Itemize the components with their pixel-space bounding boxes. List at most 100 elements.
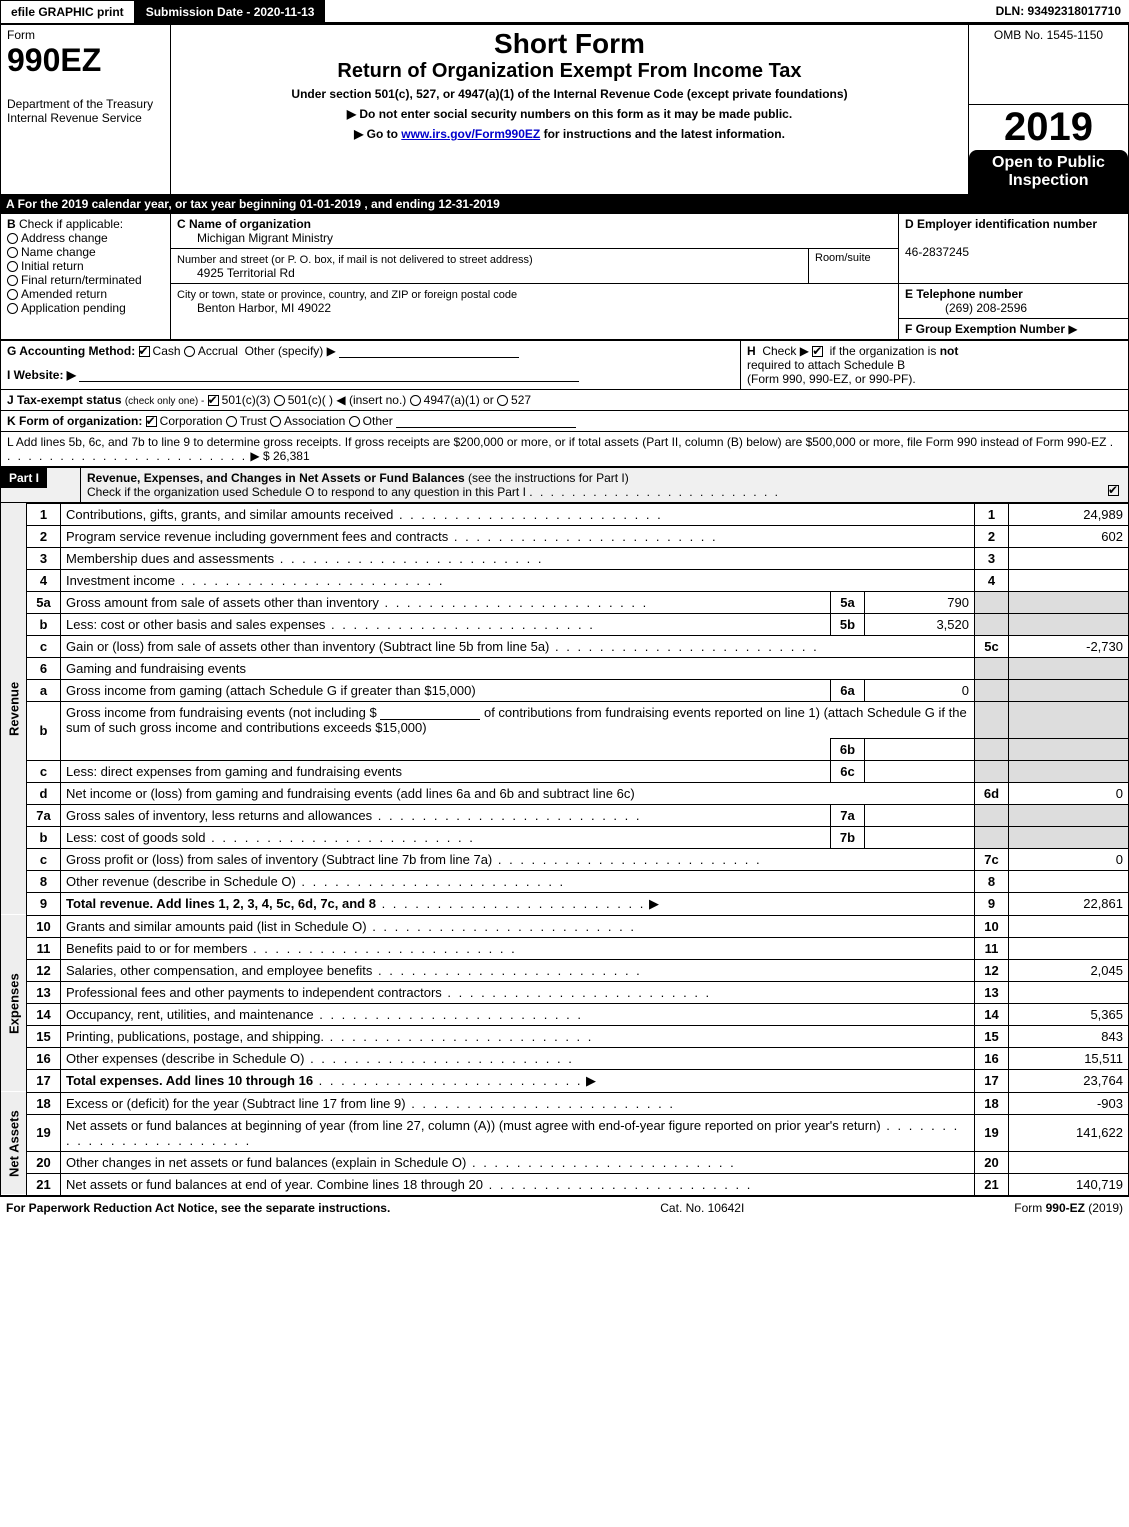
- city-label: City or town, state or province, country…: [177, 289, 517, 301]
- line-j-hint: (check only one) -: [125, 396, 204, 407]
- submission-date-button[interactable]: Submission Date - 2020-11-13: [135, 0, 326, 24]
- other-specify-input[interactable]: [339, 357, 519, 358]
- line-15-val: 843: [1009, 1025, 1129, 1047]
- website-input[interactable]: [79, 381, 579, 382]
- line-5a-greyval: [1009, 591, 1129, 613]
- line-h-text3: required to attach Schedule B: [747, 358, 905, 372]
- netassets-vertical-label: Net Assets: [1, 1092, 27, 1195]
- irs-link[interactable]: www.irs.gov/Form990EZ: [401, 127, 540, 141]
- line-5a-num: 5a: [27, 591, 61, 613]
- line-i-label: I Website: ▶: [7, 368, 76, 382]
- section-f-label: F Group Exemption Number: [905, 322, 1065, 336]
- expenses-vertical-label: Expenses: [1, 915, 27, 1092]
- trust-radio[interactable]: [226, 416, 237, 427]
- line-9-val: 22,861: [1009, 892, 1129, 915]
- line-18-desc: Excess or (deficit) for the year (Subtra…: [66, 1096, 406, 1111]
- sections-bcdef: B Check if applicable: Address change Na…: [0, 213, 1129, 340]
- line-6d-val: 0: [1009, 782, 1129, 804]
- opt-initial-return: Initial return: [21, 259, 84, 273]
- city-value: Benton Harbor, MI 49022: [177, 301, 331, 315]
- line-20-label: 20: [975, 1151, 1009, 1173]
- line-1-label: 1: [975, 503, 1009, 525]
- line-7b-sublabel: 7b: [831, 826, 865, 848]
- line-6b-desc1: Gross income from fundraising events (no…: [66, 705, 377, 720]
- section-e-label: E Telephone number: [905, 287, 1023, 301]
- section-c-label: C Name of organization: [177, 217, 311, 231]
- line-l-amount: $ 26,381: [263, 449, 310, 463]
- initial-return-radio[interactable]: [7, 261, 18, 272]
- efile-print-button[interactable]: efile GRAPHIC print: [0, 0, 135, 24]
- line-7b-greylabel: [975, 826, 1009, 848]
- line-6b-greyval2: [1009, 738, 1129, 760]
- ein-value: 46-2837245: [905, 245, 969, 259]
- arrow-icon: [354, 127, 367, 141]
- 501c3-label: 501(c)(3): [222, 393, 271, 407]
- line-21-val: 140,719: [1009, 1173, 1129, 1195]
- footer-left: For Paperwork Reduction Act Notice, see …: [6, 1201, 390, 1215]
- line-2-label: 2: [975, 525, 1009, 547]
- line-3-num: 3: [27, 547, 61, 569]
- part-i-check-line: Check if the organization used Schedule …: [87, 485, 526, 499]
- assoc-radio[interactable]: [270, 416, 281, 427]
- line-7a-greylabel: [975, 804, 1009, 826]
- line-19-desc: Net assets or fund balances at beginning…: [66, 1118, 881, 1133]
- line-16-num: 16: [27, 1047, 61, 1069]
- line-5c-desc: Gain or (loss) from sale of assets other…: [66, 639, 549, 654]
- addr-change-radio[interactable]: [7, 233, 18, 244]
- line-15-desc: Printing, publications, postage, and shi…: [66, 1029, 324, 1044]
- line-4-val: [1009, 569, 1129, 591]
- line-14-label: 14: [975, 1003, 1009, 1025]
- opt-app-pending: Application pending: [21, 301, 126, 315]
- 501c-radio[interactable]: [274, 395, 285, 406]
- lines-ghijkl: G Accounting Method: Cash Accrual Other …: [0, 340, 1129, 467]
- 4947-radio[interactable]: [410, 395, 421, 406]
- line-13-label: 13: [975, 981, 1009, 1003]
- tax-year: 2019: [969, 105, 1128, 150]
- revenue-vertical-label: Revenue: [1, 503, 27, 915]
- line-7b-subval: [865, 826, 975, 848]
- line-6-greyval: [1009, 657, 1129, 679]
- room-suite-label: Room/suite: [809, 248, 899, 283]
- line-10-label: 10: [975, 915, 1009, 937]
- line-20-val: [1009, 1151, 1129, 1173]
- sched-o-checkbox[interactable]: [1108, 485, 1119, 496]
- amended-return-radio[interactable]: [7, 289, 18, 300]
- final-return-radio[interactable]: [7, 275, 18, 286]
- page-footer: For Paperwork Reduction Act Notice, see …: [0, 1196, 1129, 1219]
- line-6d-desc: Net income or (loss) from gaming and fun…: [66, 786, 635, 801]
- line-6b-subval: [865, 738, 975, 760]
- name-change-radio[interactable]: [7, 247, 18, 258]
- line-12-num: 12: [27, 959, 61, 981]
- line-6b-num: b: [27, 701, 61, 760]
- dln-label: DLN: 93492318017710: [988, 0, 1129, 24]
- form-name: 990EZ: [7, 42, 164, 79]
- app-pending-radio[interactable]: [7, 303, 18, 314]
- line-5a-subval: 790: [865, 591, 975, 613]
- corp-label: Corporation: [160, 414, 223, 428]
- line-5a-sublabel: 5a: [831, 591, 865, 613]
- line-9-desc: Total revenue. Add lines 1, 2, 3, 4, 5c,…: [66, 896, 376, 911]
- accrual-radio[interactable]: [184, 346, 195, 357]
- cash-label: Cash: [153, 344, 181, 358]
- line-17-desc: Total expenses. Add lines 10 through 16: [66, 1073, 313, 1088]
- part-i-badge: Part I: [1, 468, 47, 488]
- line-6b-greylabel2: [975, 738, 1009, 760]
- sched-b-checkbox[interactable]: [812, 346, 823, 357]
- cash-checkbox[interactable]: [139, 346, 150, 357]
- other-org-radio[interactable]: [349, 416, 360, 427]
- line-7b-num: b: [27, 826, 61, 848]
- line-8-val: [1009, 870, 1129, 892]
- line-13-num: 13: [27, 981, 61, 1003]
- line-10-val: [1009, 915, 1129, 937]
- opt-name-change: Name change: [21, 245, 96, 259]
- line-11-desc: Benefits paid to or for members: [66, 941, 247, 956]
- 501c3-checkbox[interactable]: [208, 395, 219, 406]
- 527-radio[interactable]: [497, 395, 508, 406]
- line-7c-val: 0: [1009, 848, 1129, 870]
- line-1-desc: Contributions, gifts, grants, and simila…: [66, 507, 393, 522]
- line-20-num: 20: [27, 1151, 61, 1173]
- other-org-input[interactable]: [396, 427, 576, 428]
- line-5c-val: -2,730: [1009, 635, 1129, 657]
- return-title: Return of Organization Exempt From Incom…: [177, 60, 962, 83]
- corp-checkbox[interactable]: [146, 416, 157, 427]
